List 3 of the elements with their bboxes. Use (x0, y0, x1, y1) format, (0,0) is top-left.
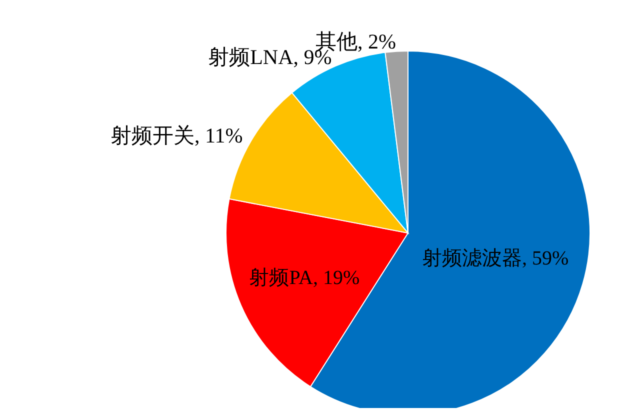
slice-label: 射频开关, 11% (110, 123, 243, 148)
slice-label: 射频PA, 19% (249, 266, 360, 289)
slice-label: 射频滤波器, 59% (422, 247, 569, 270)
